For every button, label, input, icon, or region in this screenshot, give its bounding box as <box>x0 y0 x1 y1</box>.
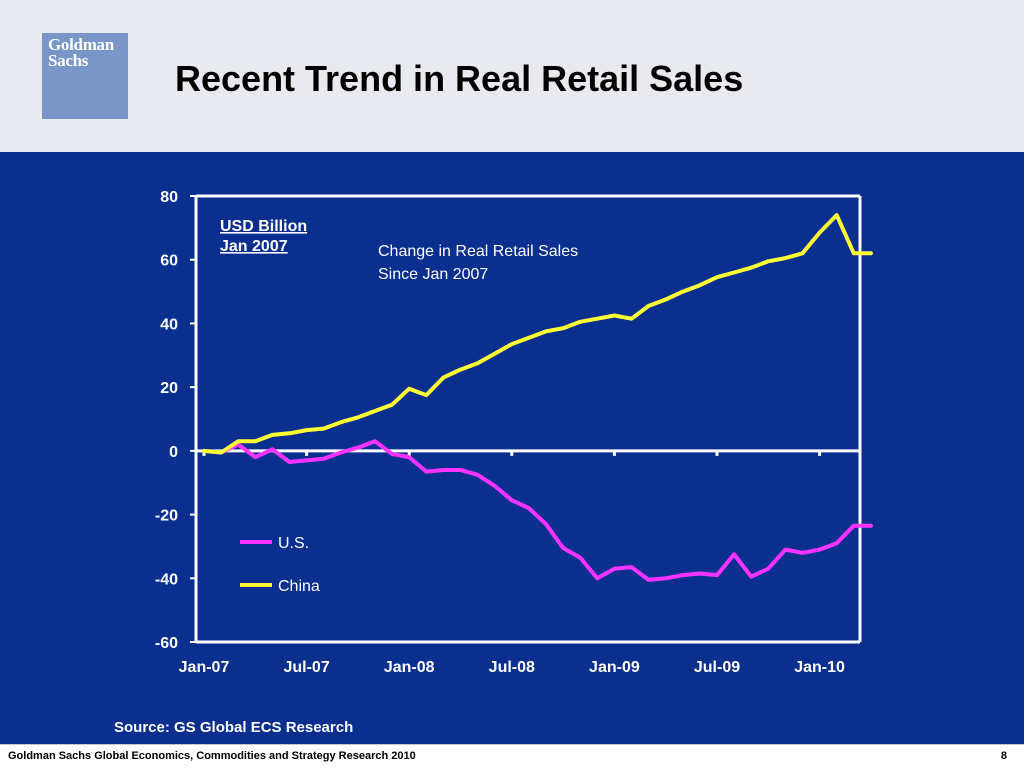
line-chart: -60 -40 -20 0 20 40 60 80 Jan-07 Jul-07 Jan-08 Jul-… <box>155 189 873 676</box>
y-tick-label: 60 <box>160 253 178 270</box>
unit-note-line: USD Billion <box>220 218 307 235</box>
series-line-us <box>202 439 873 582</box>
x-tick-label: Jan-10 <box>794 659 845 676</box>
source-note: Source: GS Global ECS Research <box>114 719 354 736</box>
goldman-sachs-logo: Goldman Sachs <box>42 33 128 119</box>
x-tick-label: Jul-08 <box>489 659 535 676</box>
x-tick-label: Jul-07 <box>283 659 329 676</box>
y-tick-label: -20 <box>155 508 178 525</box>
y-tick-label: 0 <box>169 444 178 461</box>
page-number: 8 <box>1000 750 1007 762</box>
x-tick-label: Jan-08 <box>384 659 435 676</box>
x-tick-label: Jul-09 <box>694 659 740 676</box>
x-tick-label: Jan-09 <box>589 659 640 676</box>
chart-annotation-line: Change in Real Retail Sales <box>378 243 578 260</box>
y-tick-label: 20 <box>160 380 178 397</box>
y-tick-label: 40 <box>160 316 178 333</box>
footer-text: Goldman Sachs Global Economics, Commodit… <box>8 750 416 762</box>
x-tick-label: Jan-07 <box>179 659 230 676</box>
y-tick-label: -60 <box>155 635 178 652</box>
footer: Goldman Sachs Global Economics, Commodit… <box>0 744 1024 769</box>
series-line-china <box>202 213 873 455</box>
y-tick-label: 80 <box>160 189 178 206</box>
y-tick-label: -40 <box>155 571 178 588</box>
logo-text: Goldman Sachs <box>48 35 114 70</box>
chart-annotation-line: Since Jan 2007 <box>378 266 488 283</box>
slide-title: Recent Trend in Real Retail Sales <box>175 58 744 99</box>
legend-label-china: China <box>278 578 320 595</box>
header: Goldman Sachs Recent Trend in Real Retai… <box>0 0 1024 152</box>
unit-note-line: Jan 2007 <box>220 238 288 255</box>
legend-label-us: U.S. <box>278 535 309 552</box>
